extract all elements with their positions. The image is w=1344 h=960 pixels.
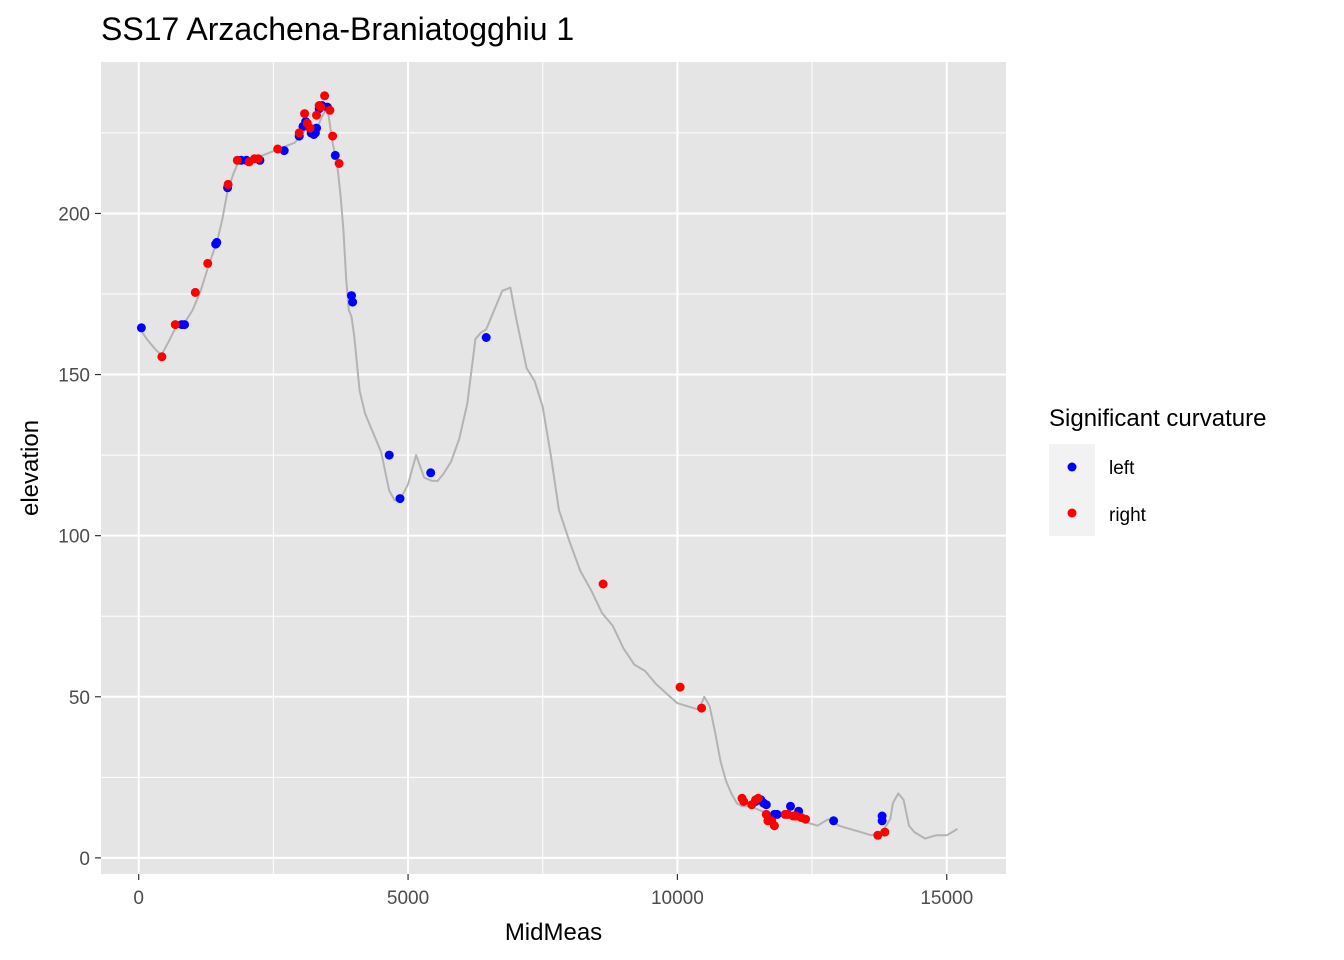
x-tick-label: 5000	[387, 888, 429, 909]
point-right	[312, 110, 321, 120]
curvature-points	[136, 91, 890, 840]
legend-label-right: right	[1109, 505, 1147, 526]
point-right	[170, 320, 180, 330]
point-left	[786, 801, 795, 811]
point-left	[330, 150, 340, 160]
point-left	[426, 468, 436, 478]
point-right	[320, 91, 330, 101]
point-right	[190, 287, 200, 297]
point-right	[675, 682, 685, 692]
point-right	[305, 123, 315, 133]
x-axis-title: MidMeas	[505, 919, 602, 946]
point-right	[598, 579, 608, 589]
point-left	[877, 816, 887, 826]
major-gridlines	[101, 62, 1006, 874]
point-left	[384, 450, 394, 460]
legend: Significant curvature left right	[1049, 405, 1266, 536]
point-right	[739, 797, 749, 806]
point-right	[753, 793, 763, 803]
point-left	[772, 809, 782, 819]
point-right	[873, 830, 883, 840]
y-axis-title: elevation	[17, 420, 44, 516]
point-right	[316, 102, 326, 112]
point-right	[232, 155, 242, 165]
point-right	[328, 131, 338, 141]
point-right	[157, 352, 167, 362]
point-right	[223, 179, 233, 189]
point-left	[761, 800, 771, 810]
point-right	[203, 258, 213, 268]
y-axis-ticks: 0 50 100 150 200	[58, 204, 101, 870]
x-tick-label: 0	[133, 888, 144, 909]
point-right	[334, 159, 344, 168]
y-tick-label: 200	[58, 204, 90, 225]
y-tick-label: 50	[69, 688, 90, 709]
point-right	[325, 105, 335, 115]
y-tick-label: 150	[58, 366, 90, 387]
y-tick-label: 0	[79, 849, 90, 870]
point-left	[481, 333, 491, 342]
point-right	[801, 814, 811, 824]
minor-gridlines	[101, 62, 1006, 874]
x-axis-ticks: 0 5000 10000 15000	[133, 874, 973, 909]
legend-left-marker	[1067, 462, 1077, 472]
point-right	[273, 144, 283, 154]
point-right	[294, 128, 304, 138]
point-right	[769, 821, 779, 831]
point-right	[880, 827, 890, 837]
y-tick-label: 100	[58, 527, 90, 548]
legend-right-marker	[1067, 508, 1077, 518]
x-tick-label: 15000	[920, 888, 973, 909]
point-right	[300, 109, 310, 119]
point-left	[829, 816, 839, 826]
point-left	[211, 239, 221, 249]
point-left	[136, 323, 146, 333]
legend-label-left: left	[1109, 458, 1135, 479]
chart-title: SS17 Arzachena-Braniatogghiu 1	[101, 11, 574, 47]
point-left	[180, 320, 189, 330]
point-right	[697, 703, 707, 713]
point-left	[395, 494, 405, 504]
legend-title: Significant curvature	[1049, 405, 1266, 432]
point-right	[253, 154, 263, 164]
point-left	[348, 297, 358, 307]
x-tick-label: 10000	[651, 888, 704, 909]
